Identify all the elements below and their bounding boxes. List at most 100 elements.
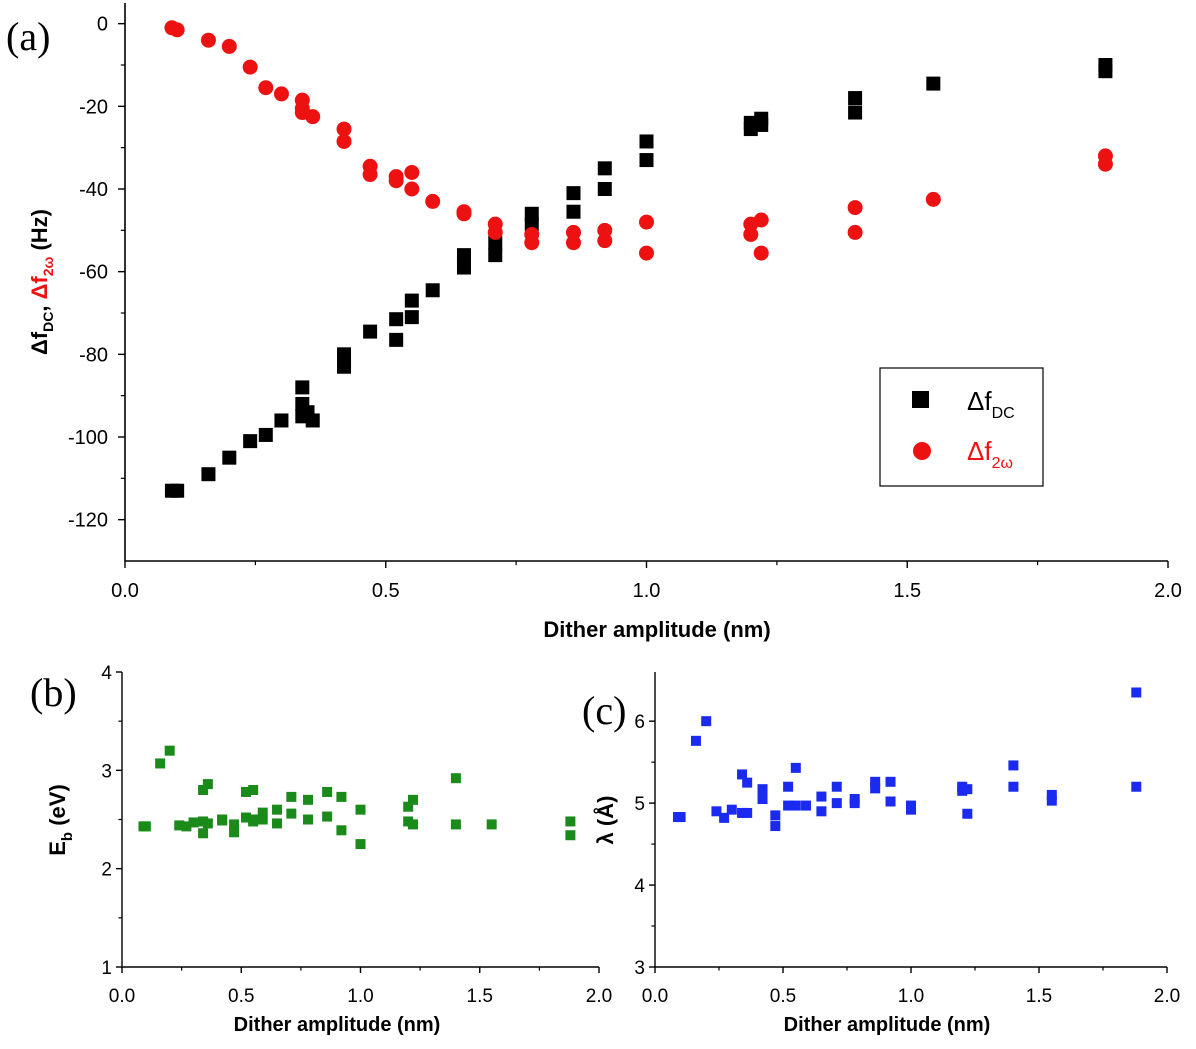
panel-b-series-0-point <box>181 821 192 832</box>
panel-a-y-tick-label: -100 <box>68 427 108 449</box>
panel-b-x-label: Dither amplitude (nm) <box>234 1014 441 1036</box>
panel-c-x-tick-label: 0.5 <box>770 986 796 1007</box>
panel-a-series-1-point <box>565 235 581 251</box>
panel-b-series-0-point <box>403 801 414 812</box>
y-label-comma: , <box>27 299 52 311</box>
legend-dfdc-base: Δf <box>967 386 992 416</box>
panel-c-series-0-point <box>742 777 753 788</box>
panel-b-series-0-point <box>355 839 366 850</box>
panel-a-series-0-point <box>456 248 471 263</box>
panel-b-x-tick-label: 0.5 <box>228 986 254 1007</box>
panel-c-series-0-point <box>870 783 881 794</box>
panel-a-series-1-point <box>404 164 420 180</box>
panel-a-series-1-point <box>200 32 216 48</box>
panel-c-series-0-point <box>790 800 801 811</box>
panel-a-series-0-point <box>597 161 612 176</box>
panel-b-y-tick-label: 4 <box>101 663 112 684</box>
panel-c-series-0-point <box>962 784 973 795</box>
panel-b-series-0-point <box>257 807 268 818</box>
panel-a-series-0-point <box>389 312 404 327</box>
panel-b-x-tick-label: 2.0 <box>586 986 612 1007</box>
panel-b-y-label: Eb (eV) <box>45 784 76 856</box>
panel-b-label: (b) <box>30 670 77 715</box>
panel-c-series-0-point <box>737 807 748 818</box>
panel-b-y-tick-label: 1 <box>101 958 112 979</box>
panel-c-series-0-point <box>816 791 827 802</box>
panel-c-series-0-point <box>816 806 827 817</box>
panel-a-label: (a) <box>6 14 50 59</box>
panel-c-series-0-point <box>1008 760 1019 771</box>
y-label-2w-sub: 2ω <box>40 256 56 276</box>
legend-box <box>879 367 1044 487</box>
panel-b-y-tick-label: 2 <box>101 860 112 881</box>
panel-c-x-tick-label: 1.5 <box>1026 986 1052 1007</box>
panel-b-series-0-point <box>303 794 314 805</box>
panel-c-series-0-point <box>801 800 812 811</box>
panel-a-series-1-point <box>362 167 378 183</box>
y-label-df-dc: Δf <box>27 331 52 355</box>
panel-a-series-0-point <box>404 293 419 308</box>
panel-a-series-0-point <box>639 153 654 168</box>
panel-b-series-0-point <box>355 804 366 815</box>
panel-a-series-0-point <box>566 186 581 201</box>
panel-b-y-tick-label: 3 <box>101 761 112 782</box>
panel-c-series-0-point <box>757 784 768 795</box>
panel-b-series-0-point <box>272 804 283 815</box>
panel-a-series-0-point <box>848 105 863 120</box>
panel-b-series-0-point <box>286 791 297 802</box>
panel-c-series-0-point <box>726 804 737 815</box>
panel-a-series-1-point <box>305 109 321 125</box>
panel-a-series-0-point <box>243 434 258 449</box>
panel-a-series-0-point <box>258 427 273 442</box>
panel-b-series-0-point <box>229 819 240 830</box>
legend-circle-marker <box>913 442 931 460</box>
panel-a-series-0-point <box>456 260 471 275</box>
panel-a-y-tick-label: -60 <box>79 262 108 284</box>
panel-a-series-0-point <box>425 283 440 298</box>
y-label-df-2w: Δf <box>27 276 52 300</box>
panel-b: (b) 0.0 0.5 1.0 1.5 2.0 1 2 3 4 Dither amplitud… <box>30 663 612 1036</box>
eb-label-sub: b <box>59 832 76 841</box>
panel-c-series-0-point <box>962 808 973 819</box>
panel-c-x-label: Dither amplitude (nm) <box>784 1014 991 1036</box>
panel-c-series-0-point <box>701 716 712 727</box>
panel-c-y-label: λ (Å) <box>592 796 618 845</box>
panel-c-series-0-point <box>885 796 896 807</box>
panel-a-series-1-point <box>743 226 759 242</box>
panel-a-series-0-point <box>488 235 503 250</box>
panel-c-series-0-point <box>719 812 730 823</box>
panel-b-series-0-point <box>486 819 497 830</box>
panel-a-series-0-point <box>201 467 216 482</box>
panel-a-series-1-point <box>425 193 441 209</box>
panel-c-y-tick-label: 5 <box>634 794 645 815</box>
panel-c-series-0-point <box>1008 781 1019 792</box>
panel-b-series-0-point <box>241 812 252 823</box>
panel-c-series-0-point <box>790 762 801 773</box>
panel-a-series-0-point <box>488 248 503 263</box>
panel-c-series-0-point <box>1131 687 1142 698</box>
panel-a-series-1-point <box>565 224 581 240</box>
panel-c-series-0-point <box>831 798 842 809</box>
panel-a-series-1-point <box>639 245 654 261</box>
panel-c-series-0-point <box>783 781 794 792</box>
panel-a-x-tick-label: 2.0 <box>1154 580 1182 602</box>
panel-b-series-0-point <box>336 825 347 836</box>
panel-a-series-0-point <box>305 413 320 428</box>
panel-b-series-0-point <box>229 827 240 838</box>
panel-b-series-0-point <box>257 814 268 825</box>
panel-a-series-0-point <box>337 347 352 362</box>
panel-b-series-0-point <box>174 820 185 831</box>
panel-a-x-tick-label: 0.5 <box>372 580 400 602</box>
eb-label-base: E <box>45 841 70 856</box>
panel-b-series-0-point <box>198 828 209 839</box>
panel-c-y-tick-label: 3 <box>634 958 645 979</box>
panel-c-series-0-point <box>783 800 794 811</box>
panel-a-series-1-point <box>847 200 863 216</box>
panel-a-series-0-point <box>524 217 539 232</box>
panel-c-series-0-point <box>870 776 881 787</box>
legend-dfdc: ΔfDC <box>967 386 1015 422</box>
panel-a-y-tick-label: 0 <box>97 14 108 36</box>
panel-a-series-1-point <box>336 121 352 137</box>
panel-b-series-0-point <box>140 821 151 832</box>
